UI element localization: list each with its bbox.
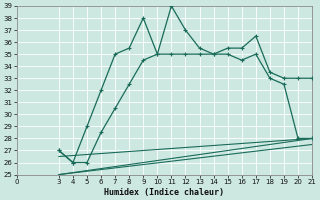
X-axis label: Humidex (Indice chaleur): Humidex (Indice chaleur) — [104, 188, 224, 197]
